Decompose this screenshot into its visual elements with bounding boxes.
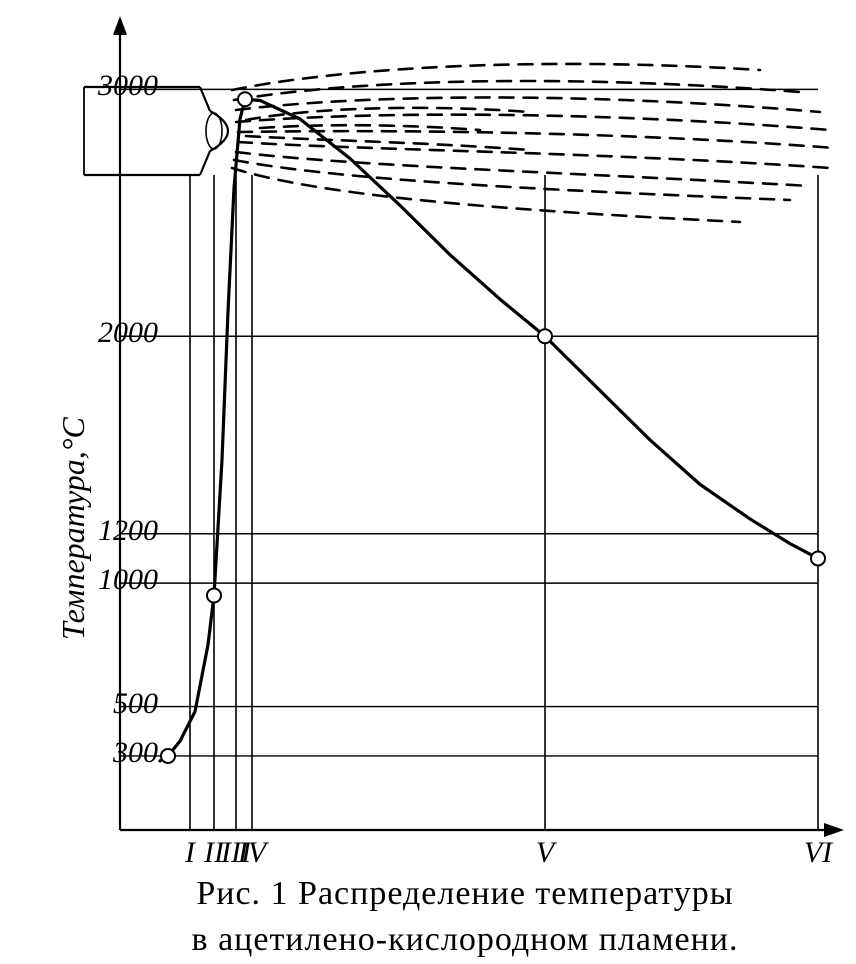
chart-svg	[0, 0, 856, 950]
y-tick-label: 300	[60, 736, 158, 770]
x-tick-label: VI	[796, 836, 840, 870]
y-tick-label: 1000	[60, 563, 158, 597]
figure-container: Температура,°С Рис. 1 Распределение темп…	[0, 0, 856, 950]
y-tick-label: 500	[60, 687, 158, 721]
y-tick-label: 3000	[60, 69, 158, 103]
figure-caption-line1: Рис. 1 Распределение температуры	[115, 870, 815, 918]
x-tick-label: IV	[230, 836, 274, 870]
figure-caption-line2: в ацетилено-кислородном пламени.	[115, 916, 815, 964]
x-tick-label: V	[523, 836, 567, 870]
y-tick-label: 1200	[60, 514, 158, 548]
y-tick-label: 2000	[60, 316, 158, 350]
